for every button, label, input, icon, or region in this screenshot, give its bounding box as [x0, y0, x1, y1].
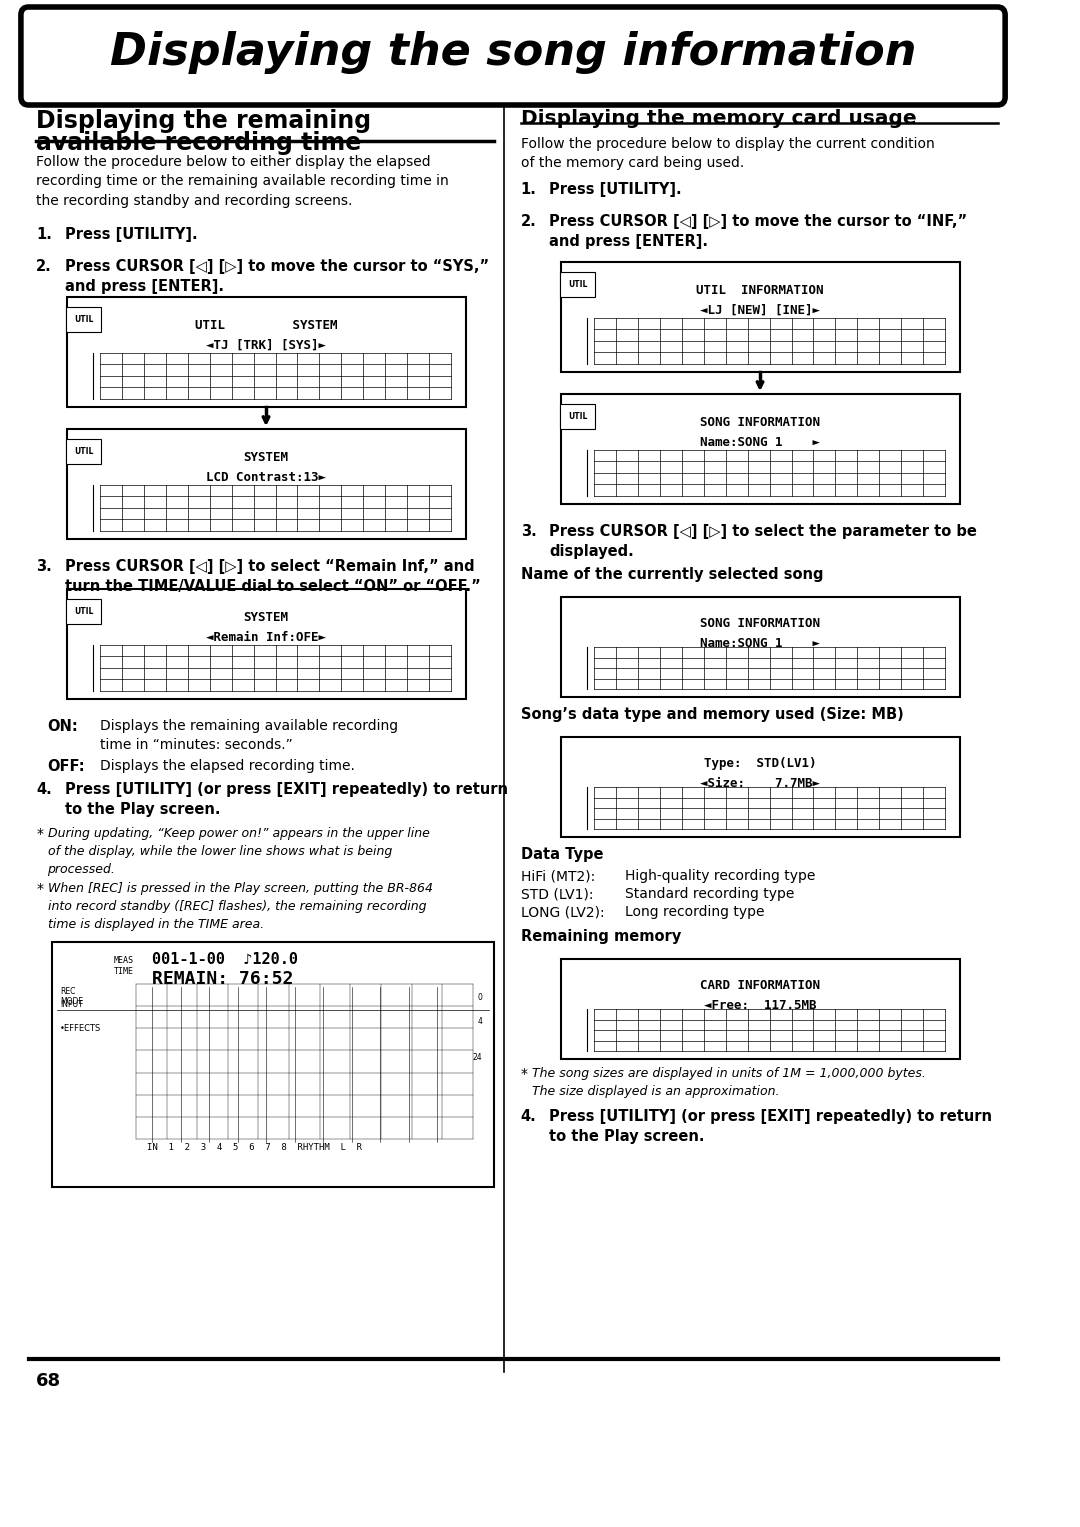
Text: Name:SONG 1    ►: Name:SONG 1 ►	[700, 637, 820, 651]
Text: Press CURSOR [◁] [▷] to select “Remain Inf,” and: Press CURSOR [◁] [▷] to select “Remain I…	[65, 559, 474, 574]
Text: Displaying the remaining: Displaying the remaining	[36, 108, 372, 133]
Text: REC
MODE: REC MODE	[59, 986, 83, 1006]
Text: 3.: 3.	[521, 524, 537, 539]
Text: of the display, while the lower line shows what is being: of the display, while the lower line sho…	[48, 844, 392, 858]
Text: SYSTEM: SYSTEM	[243, 611, 288, 625]
FancyBboxPatch shape	[561, 738, 959, 837]
Text: ◄Free:  117.5MB: ◄Free: 117.5MB	[704, 999, 816, 1012]
Text: 001-1-00  ♪120.0: 001-1-00 ♪120.0	[152, 951, 298, 967]
Text: Press CURSOR [◁] [▷] to select the parameter to be: Press CURSOR [◁] [▷] to select the param…	[549, 524, 977, 539]
Text: UTIL: UTIL	[75, 608, 94, 615]
Text: *: *	[36, 828, 43, 841]
Text: UTIL         SYSTEM: UTIL SYSTEM	[194, 319, 337, 331]
Text: INPUT: INPUT	[59, 1000, 82, 1009]
FancyBboxPatch shape	[561, 394, 959, 504]
Text: ◄Size:    7.7MB►: ◄Size: 7.7MB►	[700, 777, 820, 789]
Text: 68: 68	[36, 1371, 62, 1390]
Text: STD (LV1):: STD (LV1):	[521, 887, 593, 901]
FancyBboxPatch shape	[561, 597, 959, 696]
Text: UTIL: UTIL	[568, 412, 588, 421]
Text: Displaying the song information: Displaying the song information	[110, 32, 916, 75]
Text: Data Type: Data Type	[521, 847, 603, 863]
Text: OFF:: OFF:	[48, 759, 85, 774]
Text: UTIL: UTIL	[568, 279, 588, 289]
Text: REMAIN: 76:52: REMAIN: 76:52	[152, 970, 294, 988]
Text: Type:  STD(LV1): Type: STD(LV1)	[704, 757, 816, 770]
FancyBboxPatch shape	[52, 942, 494, 1186]
Text: 1.: 1.	[521, 182, 537, 197]
Text: LCD Contrast:13►: LCD Contrast:13►	[206, 470, 326, 484]
Text: When [REC] is pressed in the Play screen, putting the BR-864: When [REC] is pressed in the Play screen…	[48, 883, 432, 895]
Text: to the Play screen.: to the Play screen.	[65, 802, 220, 817]
Text: UTIL: UTIL	[75, 447, 94, 457]
Text: 24: 24	[473, 1052, 483, 1061]
Text: 4: 4	[477, 1017, 483, 1026]
Text: Press [UTILITY] (or press [EXIT] repeatedly) to return: Press [UTILITY] (or press [EXIT] repeate…	[65, 782, 508, 797]
Text: Song’s data type and memory used (Size: MB): Song’s data type and memory used (Size: …	[521, 707, 903, 722]
Text: IN  1  2  3  4  5  6  7  8  RHYTHM  L  R: IN 1 2 3 4 5 6 7 8 RHYTHM L R	[147, 1144, 362, 1151]
Text: •EFFECTS: •EFFECTS	[59, 1025, 102, 1032]
Text: High-quality recording type: High-quality recording type	[625, 869, 815, 883]
Text: and press [ENTER].: and press [ENTER].	[65, 279, 224, 295]
Text: *: *	[36, 883, 43, 896]
FancyBboxPatch shape	[67, 429, 465, 539]
Text: SONG INFORMATION: SONG INFORMATION	[700, 415, 820, 429]
Text: into record standby ([REC] flashes), the remaining recording: into record standby ([REC] flashes), the…	[48, 899, 426, 913]
Text: displayed.: displayed.	[549, 544, 634, 559]
FancyBboxPatch shape	[67, 296, 465, 408]
Text: and press [ENTER].: and press [ENTER].	[549, 234, 708, 249]
Text: Follow the procedure below to display the current condition
of the memory card b: Follow the procedure below to display th…	[521, 137, 934, 171]
FancyBboxPatch shape	[561, 959, 959, 1060]
Text: UTIL  INFORMATION: UTIL INFORMATION	[697, 284, 824, 296]
Text: 2.: 2.	[521, 214, 537, 229]
FancyBboxPatch shape	[21, 8, 1005, 105]
Text: time in “minutes: seconds.”: time in “minutes: seconds.”	[99, 738, 293, 751]
Text: available recording time: available recording time	[36, 131, 362, 156]
Text: 1.: 1.	[36, 228, 52, 241]
Text: SONG INFORMATION: SONG INFORMATION	[700, 617, 820, 631]
Text: 4.: 4.	[521, 1109, 537, 1124]
Text: time is displayed in the TIME area.: time is displayed in the TIME area.	[48, 918, 264, 931]
Text: *: *	[521, 1067, 528, 1081]
Text: During updating, “Keep power on!” appears in the upper line: During updating, “Keep power on!” appear…	[48, 828, 430, 840]
Text: The song sizes are displayed in units of 1M = 1,000,000 bytes.: The song sizes are displayed in units of…	[532, 1067, 926, 1080]
Text: UTIL: UTIL	[75, 315, 94, 324]
Text: processed.: processed.	[48, 863, 116, 876]
Text: The size displayed is an approximation.: The size displayed is an approximation.	[532, 1086, 780, 1098]
Text: 2.: 2.	[36, 260, 52, 273]
Text: Press CURSOR [◁] [▷] to move the cursor to “INF,”: Press CURSOR [◁] [▷] to move the cursor …	[549, 214, 968, 229]
Text: 3.: 3.	[36, 559, 52, 574]
Text: turn the TIME/VALUE dial to select “ON” or “OFF.”: turn the TIME/VALUE dial to select “ON” …	[65, 579, 481, 594]
Text: CARD INFORMATION: CARD INFORMATION	[700, 979, 820, 993]
FancyBboxPatch shape	[67, 589, 465, 699]
Text: Name:SONG 1    ►: Name:SONG 1 ►	[700, 437, 820, 449]
Text: LONG (LV2):: LONG (LV2):	[521, 906, 604, 919]
Text: ON:: ON:	[48, 719, 78, 734]
Text: Press [UTILITY].: Press [UTILITY].	[549, 182, 681, 197]
Text: TIME: TIME	[114, 967, 134, 976]
Text: ◄LJ [NEW] [INE]►: ◄LJ [NEW] [INE]►	[700, 304, 820, 318]
Text: Displays the remaining available recording: Displays the remaining available recordi…	[99, 719, 397, 733]
Text: Name of the currently selected song: Name of the currently selected song	[521, 567, 823, 582]
Text: 0: 0	[477, 993, 483, 1002]
Text: 4.: 4.	[36, 782, 52, 797]
FancyBboxPatch shape	[561, 263, 959, 373]
Text: ◄Remain Inf:OFE►: ◄Remain Inf:OFE►	[206, 631, 326, 644]
Text: Displays the elapsed recording time.: Displays the elapsed recording time.	[99, 759, 354, 773]
Text: SYSTEM: SYSTEM	[243, 450, 288, 464]
Text: Displaying the memory card usage: Displaying the memory card usage	[521, 108, 916, 128]
Text: Long recording type: Long recording type	[625, 906, 765, 919]
Text: to the Play screen.: to the Play screen.	[549, 1128, 704, 1144]
Text: HiFi (MT2):: HiFi (MT2):	[521, 869, 595, 883]
Text: Remaining memory: Remaining memory	[521, 928, 680, 944]
Text: MEAS: MEAS	[114, 956, 134, 965]
Text: Press [UTILITY].: Press [UTILITY].	[65, 228, 198, 241]
Text: Follow the procedure below to either display the elapsed
recording time or the r: Follow the procedure below to either dis…	[36, 156, 449, 208]
Text: Press [UTILITY] (or press [EXIT] repeatedly) to return: Press [UTILITY] (or press [EXIT] repeate…	[549, 1109, 993, 1124]
Text: Standard recording type: Standard recording type	[625, 887, 795, 901]
Text: ◄TJ [TRK] [SYS]►: ◄TJ [TRK] [SYS]►	[206, 339, 326, 353]
Text: Press CURSOR [◁] [▷] to move the cursor to “SYS,”: Press CURSOR [◁] [▷] to move the cursor …	[65, 260, 489, 273]
